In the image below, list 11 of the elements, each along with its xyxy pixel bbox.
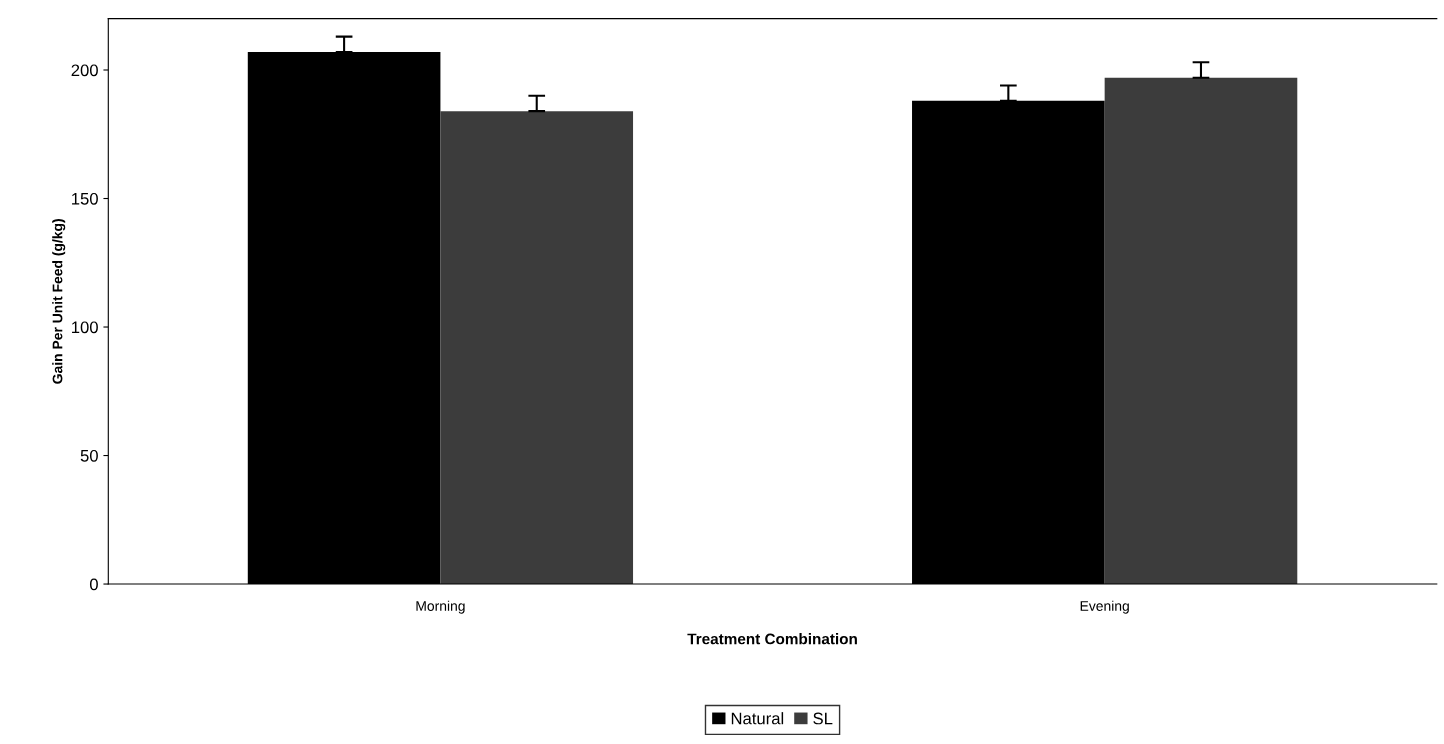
- x-tick-label: Evening: [1080, 600, 1129, 614]
- y-tick-label: 100: [72, 321, 98, 334]
- legend-label: SL: [813, 712, 833, 725]
- legend-label: Natural: [731, 712, 784, 725]
- y-tick-label: 150: [72, 192, 98, 205]
- x-tick-label: Morning: [416, 600, 465, 614]
- y-tick-label: 200: [71, 64, 98, 77]
- y-tick-label: 50: [80, 449, 98, 462]
- x-axis-title: Treatment Combination: [687, 633, 857, 645]
- y-tick-label: 0: [89, 578, 98, 591]
- y-axis-title: Gain Per Unit Feed (g/kg): [52, 219, 66, 384]
